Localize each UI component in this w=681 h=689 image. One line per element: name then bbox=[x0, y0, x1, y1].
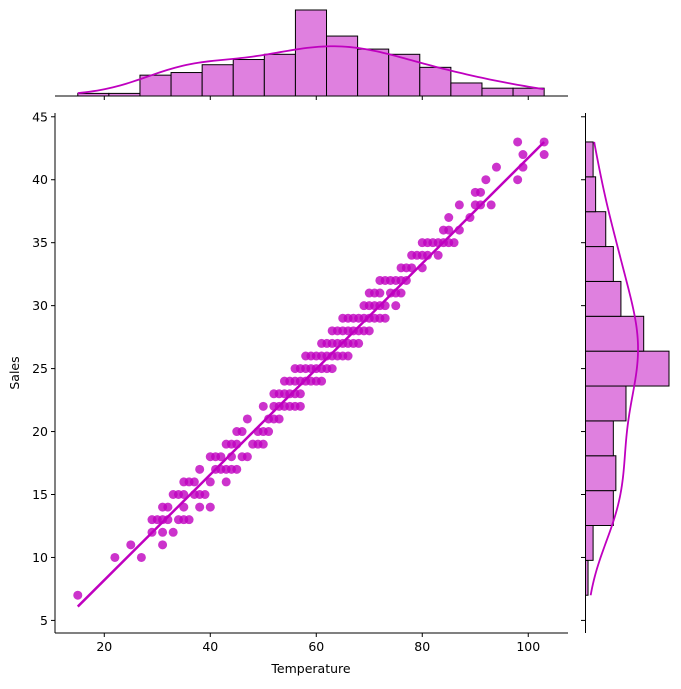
scatter-point bbox=[518, 150, 528, 160]
histogram-bar bbox=[585, 385, 627, 422]
y-tick-label: 15 bbox=[32, 487, 48, 502]
scatter-point bbox=[258, 401, 268, 411]
y-tick-label: 40 bbox=[32, 172, 48, 187]
histogram-bar bbox=[585, 246, 614, 282]
y-tick-label: 20 bbox=[32, 424, 48, 439]
scatter-point bbox=[126, 540, 136, 550]
scatter-point bbox=[195, 502, 205, 512]
scatter-point bbox=[189, 477, 199, 487]
scatter-point bbox=[205, 477, 215, 487]
regression-line bbox=[76, 141, 546, 608]
histogram-bar bbox=[263, 53, 296, 97]
scatter-point bbox=[327, 364, 337, 374]
histogram-bar bbox=[585, 350, 670, 387]
scatter-point bbox=[179, 490, 189, 500]
scatter-point bbox=[168, 527, 178, 537]
histogram-bar bbox=[419, 66, 452, 97]
y-axis-label: Sales bbox=[7, 356, 22, 389]
scatter-point bbox=[264, 427, 274, 437]
scatter-point bbox=[200, 490, 210, 500]
scatter-point bbox=[343, 351, 353, 361]
scatter-point bbox=[433, 250, 443, 260]
histogram-bar bbox=[450, 82, 483, 97]
scatter-point bbox=[242, 414, 252, 424]
scatter-point bbox=[295, 389, 305, 399]
scatter-point bbox=[491, 162, 501, 172]
x-tick-label: 40 bbox=[202, 639, 218, 654]
histogram-bar bbox=[481, 87, 514, 97]
histogram-bar bbox=[585, 490, 614, 526]
histogram-bar bbox=[585, 141, 594, 178]
kde-curve bbox=[589, 141, 639, 596]
y-tick-label: 25 bbox=[32, 361, 48, 376]
scatter-point bbox=[158, 540, 168, 550]
scatter-point bbox=[364, 326, 374, 336]
histogram-bar bbox=[585, 176, 597, 213]
scatter-point bbox=[454, 200, 464, 210]
scatter-point bbox=[513, 137, 523, 147]
y-tick-label: 45 bbox=[32, 109, 48, 124]
histogram-bar bbox=[326, 35, 359, 97]
scatter-point bbox=[486, 200, 496, 210]
scatter-point bbox=[539, 150, 549, 160]
scatter-point bbox=[449, 238, 459, 248]
main-scatter-axes: 20 40 60 80 100 5 10 15 20 25 30 35 40 45 bbox=[32, 109, 568, 654]
y-tick-label: 30 bbox=[32, 298, 48, 313]
scatter-point bbox=[221, 477, 231, 487]
histogram-bar bbox=[357, 48, 390, 97]
scatter-point bbox=[73, 590, 83, 600]
scatter-point bbox=[396, 288, 406, 298]
scatter-point bbox=[242, 452, 252, 462]
histogram-bar bbox=[585, 211, 607, 248]
y-tick-label: 35 bbox=[32, 235, 48, 250]
histogram-bar bbox=[585, 455, 617, 492]
y-tick-label: 10 bbox=[32, 550, 48, 565]
histogram-bar bbox=[232, 59, 265, 97]
x-tick-label: 60 bbox=[308, 639, 324, 654]
histogram-bar bbox=[585, 524, 594, 561]
x-tick-label: 100 bbox=[516, 639, 540, 654]
x-axis-label: Temperature bbox=[270, 661, 350, 676]
scatter-point bbox=[513, 175, 523, 185]
histogram-bar bbox=[201, 64, 234, 97]
scatter-point bbox=[195, 464, 205, 474]
histogram-bar bbox=[294, 9, 328, 97]
scatter-point bbox=[158, 527, 168, 537]
scatter-point bbox=[317, 376, 327, 386]
scatter-point bbox=[476, 187, 486, 197]
histogram-bar bbox=[585, 315, 645, 352]
scatter-point bbox=[232, 464, 242, 474]
scatter-point bbox=[354, 338, 364, 348]
scatter-point bbox=[136, 552, 146, 562]
scatter-point bbox=[163, 502, 173, 512]
scatter-point bbox=[295, 401, 305, 411]
scatter-point bbox=[274, 414, 284, 424]
x-tick-label: 80 bbox=[414, 639, 430, 654]
right-marginal-histogram bbox=[581, 113, 670, 633]
scatter-point bbox=[391, 301, 401, 311]
x-tick-label: 20 bbox=[96, 639, 112, 654]
scatter-point bbox=[444, 225, 454, 235]
scatter-point bbox=[481, 175, 491, 185]
histogram-bar bbox=[585, 420, 614, 457]
y-tick-label: 5 bbox=[40, 613, 48, 628]
scatter-point bbox=[205, 502, 215, 512]
histogram-bar bbox=[170, 72, 203, 97]
scatter-point bbox=[184, 515, 194, 525]
scatter-point bbox=[380, 313, 390, 323]
scatter-point bbox=[237, 427, 247, 437]
kde-curve bbox=[77, 45, 545, 94]
top-marginal-histogram bbox=[55, 9, 568, 100]
scatter-point bbox=[216, 452, 226, 462]
scatter-point bbox=[444, 213, 454, 223]
scatter-point bbox=[258, 439, 268, 449]
scatter-point bbox=[110, 552, 120, 562]
histogram-bar bbox=[585, 280, 622, 317]
scatter-point bbox=[375, 288, 385, 298]
